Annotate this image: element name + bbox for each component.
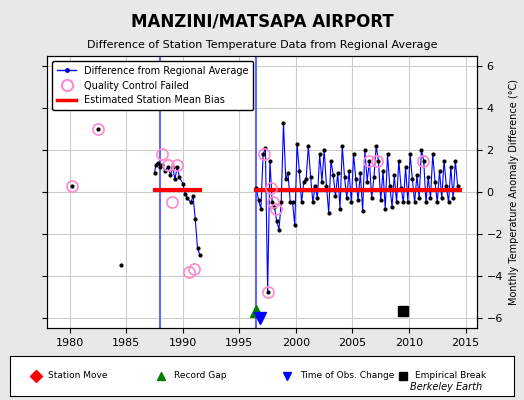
Text: MANZINI/MATSAPA AIRPORT: MANZINI/MATSAPA AIRPORT <box>130 12 394 30</box>
Text: Record Gap: Record Gap <box>174 372 226 380</box>
Text: Empirical Break: Empirical Break <box>416 372 487 380</box>
Text: Station Move: Station Move <box>48 372 108 380</box>
Text: Time of Obs. Change: Time of Obs. Change <box>300 372 394 380</box>
Text: Difference of Station Temperature Data from Regional Average: Difference of Station Temperature Data f… <box>87 40 437 50</box>
Legend: Difference from Regional Average, Quality Control Failed, Estimated Station Mean: Difference from Regional Average, Qualit… <box>52 61 254 110</box>
Text: Berkeley Earth: Berkeley Earth <box>410 382 482 392</box>
Y-axis label: Monthly Temperature Anomaly Difference (°C): Monthly Temperature Anomaly Difference (… <box>509 79 519 305</box>
